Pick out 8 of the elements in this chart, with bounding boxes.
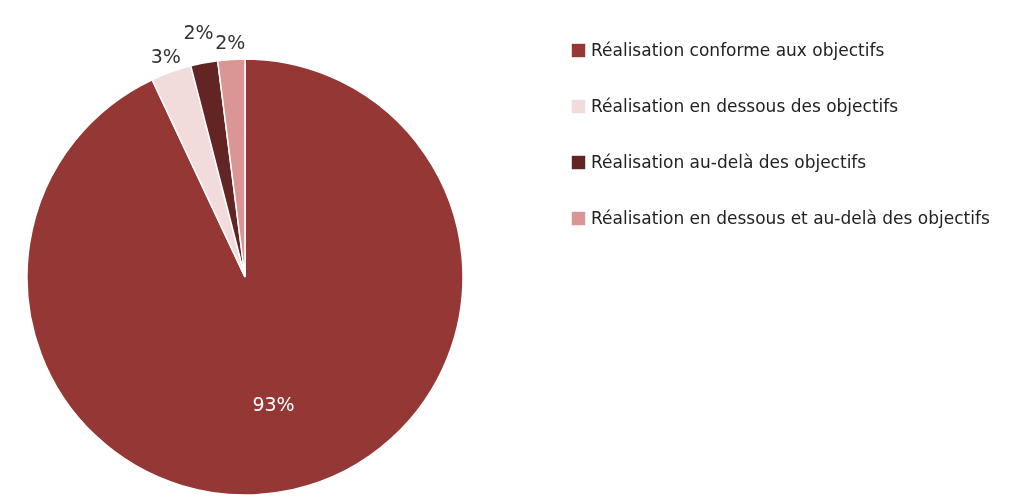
legend-label: Réalisation au-delà des objectifs xyxy=(591,151,867,172)
legend-label: Réalisation conforme aux objectifs xyxy=(591,39,885,60)
data-label: 3% xyxy=(150,44,181,67)
legend-label: Réalisation en dessous et au-delà des objectifs xyxy=(591,207,990,228)
data-label: 2% xyxy=(183,21,214,44)
data-label: 93% xyxy=(252,392,295,415)
legend-label: Réalisation en dessous des objectifs xyxy=(591,95,899,116)
data-label: 2% xyxy=(215,31,246,54)
